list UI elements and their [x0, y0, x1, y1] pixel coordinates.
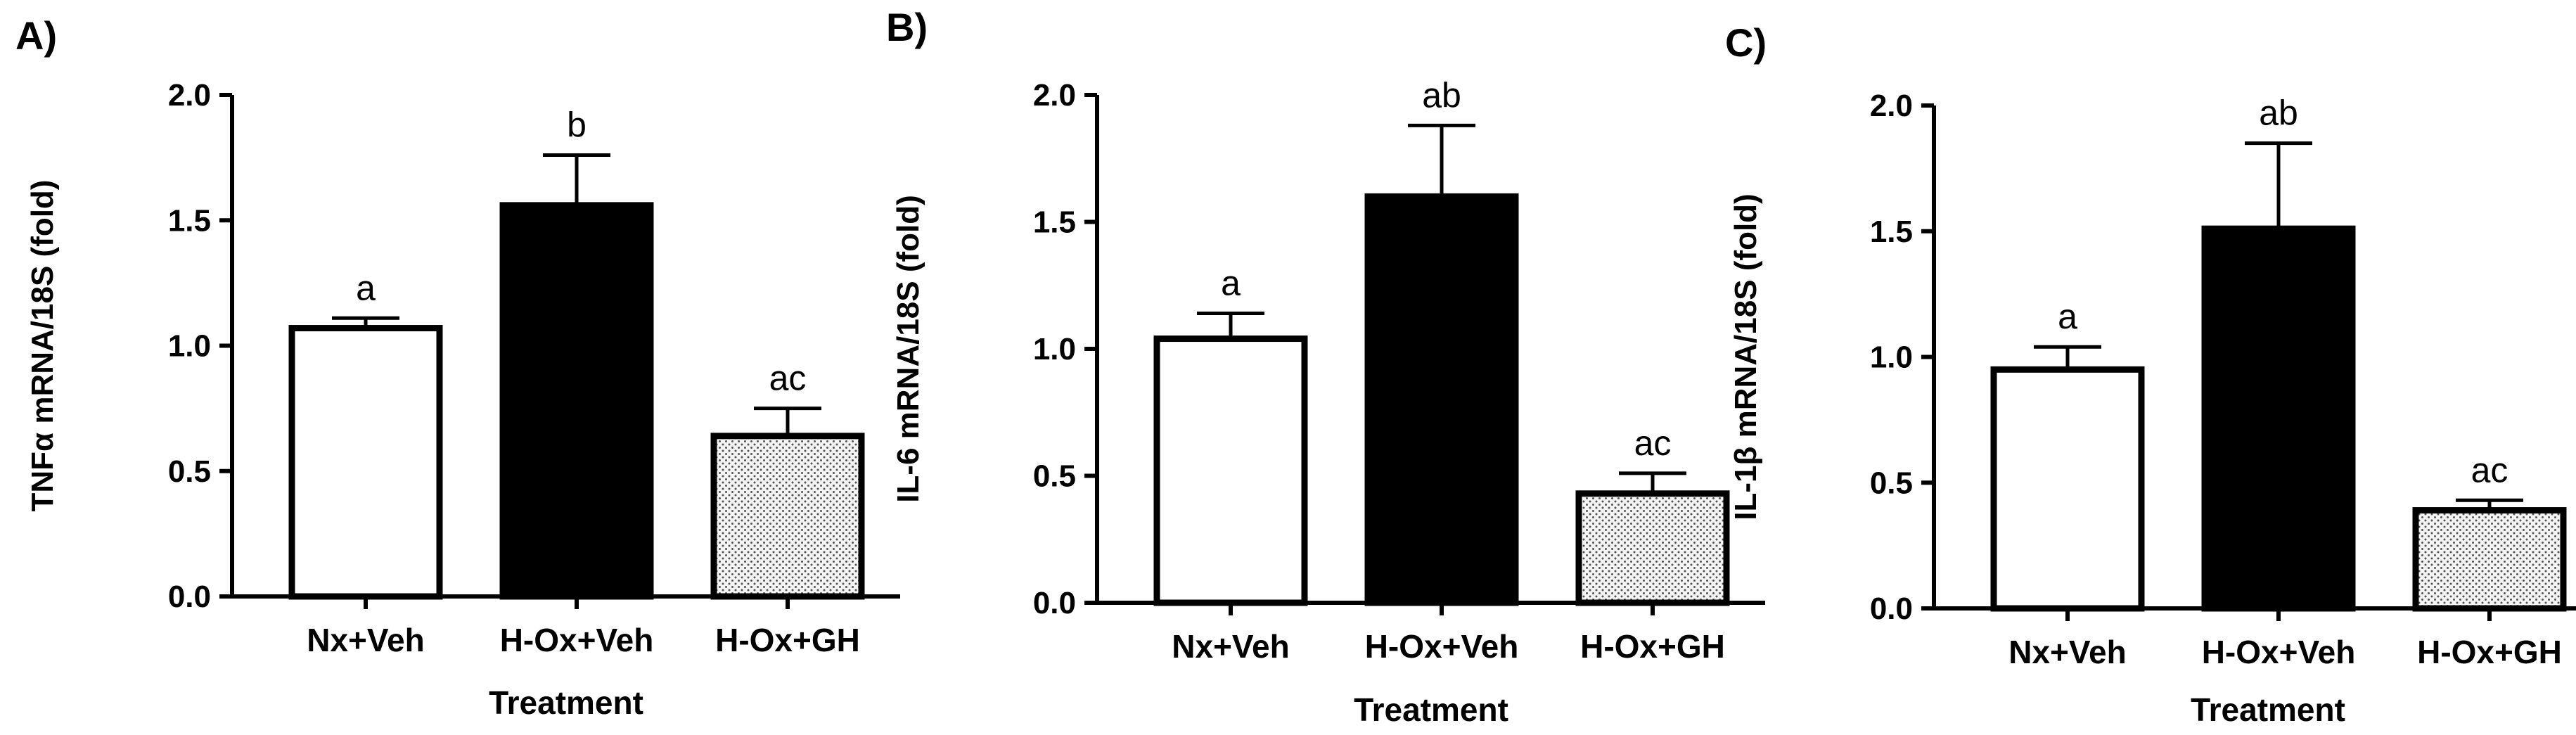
bar-nx-veh — [1990, 366, 2145, 612]
y-tick-label: 2.0 — [1033, 78, 1076, 113]
bar-h-ox-veh — [2201, 225, 2356, 612]
y-tick-label: 1.0 — [1033, 332, 1076, 366]
x-category-label: H-Ox+GH — [715, 622, 860, 658]
panel-label: B) — [886, 5, 928, 49]
x-category-label: H-Ox+Veh — [2202, 634, 2356, 670]
x-category-label: H-Ox+Veh — [1365, 628, 1519, 665]
bar-h-ox-veh — [499, 202, 654, 600]
y-tick-label: 2.0 — [1870, 89, 1913, 123]
y-tick-label: 0.5 — [1870, 466, 1913, 500]
y-tick-label: 1.0 — [168, 329, 211, 364]
x-category-label: Nx+Veh — [1172, 628, 1290, 665]
x-category-label: H-Ox+GH — [2417, 634, 2562, 670]
chart-panel-a: A) 0.0 0.5 1.0 1.5 2.0 Nx+Veh a H-Ox+Veh b H-Ox+GH… — [15, 13, 900, 721]
y-tick-label: 0.0 — [1870, 592, 1913, 626]
y-tick-label: 0.0 — [168, 580, 211, 614]
chart-panel-b: B) 0.0 0.5 1.0 1.5 2.0 Nx+Veh a H-Ox+Veh ab H-Ox+G… — [886, 5, 1765, 728]
y-tick-label: 1.5 — [1033, 205, 1076, 240]
bar-h-ox-gh — [1575, 490, 1730, 606]
bar-h-ox-veh — [1364, 193, 1519, 606]
y-axis-title: IL-1β mRNA/18S (fold) — [1729, 193, 1763, 520]
y-tick-label: 0.5 — [168, 454, 211, 489]
x-category-label: Nx+Veh — [307, 622, 425, 658]
significance-label: ac — [769, 359, 807, 398]
y-tick-label: 0.0 — [1033, 586, 1076, 620]
x-category-label: H-Ox+GH — [1580, 628, 1725, 665]
significance-label: ac — [1634, 423, 1672, 463]
bar-nx-veh — [288, 325, 443, 600]
bar-nx-veh — [1153, 335, 1308, 606]
panel-label: A) — [15, 13, 57, 58]
x-axis-title: Treatment — [1354, 691, 1508, 728]
significance-label: ab — [2259, 94, 2298, 133]
chart-panel-c: C) 0.0 0.5 1.0 1.5 2.0 Nx+Veh a H-Ox+Veh ab H-Ox+G… — [1725, 20, 2576, 728]
significance-label: a — [356, 268, 376, 307]
panel-label: C) — [1725, 20, 1767, 65]
significance-label: ab — [1422, 75, 1461, 115]
bar-h-ox-gh — [2412, 507, 2567, 612]
significance-label: b — [567, 106, 587, 145]
x-axis-title: Treatment — [489, 684, 643, 721]
y-tick-label: 1.0 — [1870, 340, 1913, 375]
significance-label: ac — [2471, 450, 2508, 490]
y-tick-label: 2.0 — [168, 78, 211, 113]
y-tick-label: 1.5 — [1870, 215, 1913, 249]
y-axis-title: IL-6 mRNA/18S (fold) — [891, 195, 925, 503]
significance-label: a — [2058, 297, 2077, 336]
x-category-label: Nx+Veh — [2008, 634, 2127, 670]
y-tick-label: 0.5 — [1033, 459, 1076, 494]
significance-label: a — [1221, 263, 1241, 302]
x-axis-title: Treatment — [2191, 691, 2345, 728]
y-tick-label: 1.5 — [168, 203, 211, 238]
y-axis-title: TNFα mRNA/18S (fold) — [25, 180, 60, 512]
bar-h-ox-gh — [710, 433, 865, 600]
x-category-label: H-Ox+Veh — [500, 622, 654, 658]
